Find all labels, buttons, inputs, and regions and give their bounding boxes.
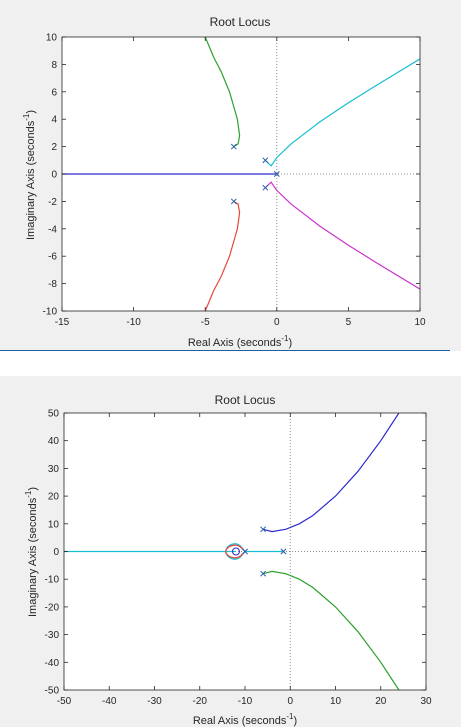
data-layer bbox=[62, 37, 420, 311]
locus-branch-2 bbox=[204, 200, 241, 311]
y-tick-label: -40 bbox=[45, 658, 60, 669]
x-tick-label: 10 bbox=[330, 696, 342, 707]
y-tick-label: 30 bbox=[48, 464, 60, 475]
pole-marker bbox=[230, 143, 237, 150]
y-tick-label: 6 bbox=[51, 87, 57, 98]
separator-line bbox=[0, 350, 450, 351]
x-axis-label: Real Axis (seconds-1) bbox=[188, 334, 292, 349]
pole-marker bbox=[260, 570, 267, 577]
pole-marker bbox=[262, 184, 269, 191]
x-tick-label: 20 bbox=[375, 696, 387, 707]
locus-branch-5 bbox=[262, 570, 400, 690]
root-locus-panel-bottom: Root Locus Real Axis (seconds-1) Imagina… bbox=[0, 376, 461, 727]
y-tick-label: -20 bbox=[45, 602, 60, 613]
y-tick-label: 0 bbox=[53, 547, 59, 558]
x-tick-label: -10 bbox=[238, 696, 253, 707]
y-tick-label: -2 bbox=[48, 197, 57, 208]
root-locus-plot-bottom: Root Locus Real Axis (seconds-1) Imagina… bbox=[24, 393, 432, 727]
locus-branch-4 bbox=[262, 413, 400, 533]
pole-marker bbox=[273, 171, 280, 177]
x-tick-label: -50 bbox=[57, 696, 72, 707]
x-tick-label: 5 bbox=[346, 317, 352, 328]
locus-branch-1 bbox=[204, 37, 241, 148]
y-tick-label: 40 bbox=[48, 436, 60, 447]
pole-marker bbox=[260, 526, 267, 533]
locus-branch-3 bbox=[264, 58, 420, 167]
x-tick-label: 10 bbox=[414, 317, 426, 328]
locus-branch-4 bbox=[264, 181, 420, 290]
pole-marker bbox=[262, 157, 269, 164]
y-tick-label: -10 bbox=[45, 575, 60, 586]
zero-marker bbox=[231, 547, 240, 556]
y-axis-label: Imaginary Axis (seconds-1) bbox=[24, 487, 39, 617]
x-tick-label: 30 bbox=[420, 696, 432, 707]
locus-branch-3 bbox=[225, 544, 246, 559]
x-tick-label: -30 bbox=[147, 696, 162, 707]
y-tick-label: 2 bbox=[51, 142, 57, 153]
x-tick-label: 0 bbox=[274, 317, 280, 328]
y-tick-label: 8 bbox=[51, 60, 57, 71]
y-tick-label: -8 bbox=[48, 279, 57, 290]
chart-title: Root Locus bbox=[215, 393, 276, 407]
root-locus-panel-top: Root Locus Real Axis (seconds-1) Imagina… bbox=[0, 0, 461, 351]
y-tick-label: 10 bbox=[48, 519, 60, 530]
y-tick-label: 0 bbox=[51, 170, 57, 181]
y-tick-label: -4 bbox=[48, 224, 57, 235]
pole-marker bbox=[280, 548, 287, 555]
x-axis-label: Real Axis (seconds-1) bbox=[193, 712, 297, 727]
pole-marker bbox=[242, 548, 248, 555]
y-tick-label: -10 bbox=[43, 307, 58, 318]
y-tick-label: 4 bbox=[51, 115, 57, 126]
y-tick-label: -30 bbox=[45, 630, 60, 641]
y-tick-label: 50 bbox=[48, 409, 60, 420]
x-tick-label: -40 bbox=[102, 696, 117, 707]
y-axis-label: Imaginary Axis (seconds-1) bbox=[22, 110, 37, 240]
x-tick-label: -10 bbox=[126, 317, 141, 328]
y-tick-label: 20 bbox=[48, 492, 60, 503]
data-layer bbox=[64, 413, 426, 690]
x-tick-label: -5 bbox=[201, 317, 210, 328]
chart-title: Root Locus bbox=[210, 15, 271, 29]
y-tick-label: -50 bbox=[45, 686, 60, 697]
x-tick-label: 0 bbox=[287, 696, 293, 707]
pole-marker bbox=[230, 198, 237, 205]
x-tick-label: -20 bbox=[193, 696, 208, 707]
y-tick-label: 10 bbox=[46, 33, 58, 44]
x-tick-label: -15 bbox=[55, 317, 70, 328]
y-tick-label: -6 bbox=[48, 252, 57, 263]
root-locus-plot-top: Root Locus Real Axis (seconds-1) Imagina… bbox=[22, 15, 426, 349]
